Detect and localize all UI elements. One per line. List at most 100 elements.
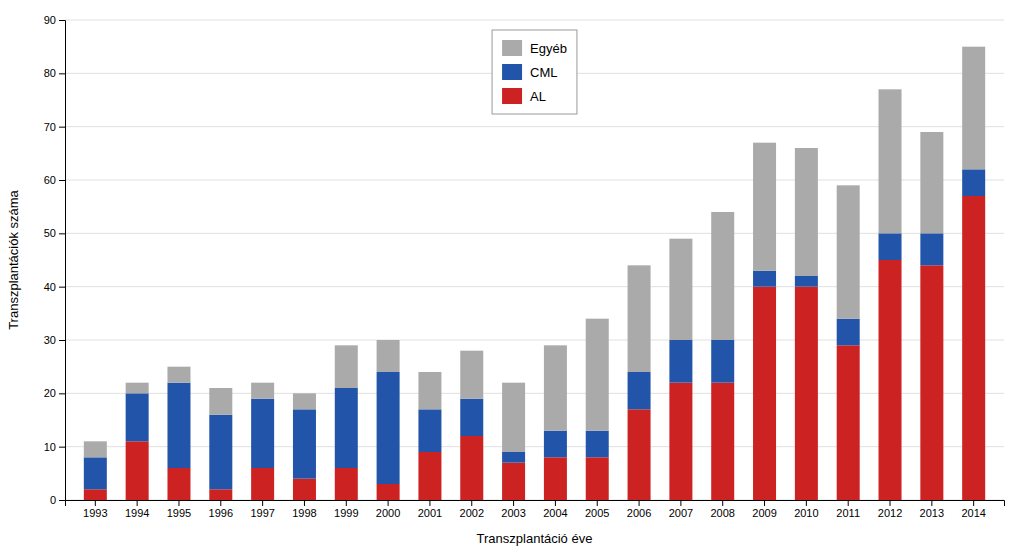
tick-label: 1999 bbox=[334, 507, 358, 519]
grid-line bbox=[65, 20, 1004, 21]
plot: 0102030405060708090199319941995199619971… bbox=[44, 14, 1005, 519]
bar bbox=[711, 383, 734, 500]
tick-mark bbox=[890, 500, 891, 506]
tick-mark bbox=[95, 500, 96, 506]
y-axis: 0102030405060708090 bbox=[44, 14, 66, 506]
bar bbox=[962, 47, 985, 170]
bar bbox=[209, 388, 232, 415]
tick: 2014 bbox=[961, 500, 985, 519]
tick-label: 2004 bbox=[543, 507, 567, 519]
tick-mark bbox=[59, 447, 65, 448]
bar bbox=[167, 367, 190, 383]
bar bbox=[377, 372, 400, 484]
tick: 0 bbox=[50, 494, 65, 506]
tick-mark bbox=[806, 500, 807, 506]
bar bbox=[209, 489, 232, 500]
tick-label: 2002 bbox=[460, 507, 484, 519]
tick-label: 70 bbox=[44, 121, 56, 133]
tick-mark bbox=[59, 127, 65, 128]
grid bbox=[65, 20, 1004, 500]
tick-mark bbox=[59, 393, 65, 394]
tick: 1995 bbox=[167, 500, 191, 519]
tick-mark bbox=[639, 500, 640, 506]
legend-swatch bbox=[502, 64, 522, 80]
tick-label: 2001 bbox=[418, 507, 442, 519]
grid-line bbox=[65, 233, 1004, 234]
tick-label: 2009 bbox=[752, 507, 776, 519]
tick-label: 20 bbox=[44, 387, 56, 399]
bar bbox=[209, 415, 232, 490]
bar bbox=[502, 383, 525, 452]
bar bbox=[502, 463, 525, 500]
bar bbox=[837, 345, 860, 500]
bar bbox=[335, 388, 358, 468]
grid-line bbox=[65, 393, 1004, 394]
tick-mark bbox=[597, 500, 598, 506]
legend-label: AL bbox=[530, 89, 546, 104]
tick-label: 2003 bbox=[501, 507, 525, 519]
tick: 1996 bbox=[209, 500, 233, 519]
tick: 1997 bbox=[250, 500, 274, 519]
bar bbox=[335, 345, 358, 388]
tick-mark bbox=[973, 500, 974, 506]
tick: 20 bbox=[44, 387, 65, 399]
tick-mark bbox=[59, 180, 65, 181]
tick-label: 1995 bbox=[167, 507, 191, 519]
bar bbox=[628, 372, 651, 409]
bar bbox=[126, 441, 149, 500]
grid-line bbox=[65, 180, 1004, 181]
bar bbox=[837, 185, 860, 318]
bar bbox=[502, 452, 525, 463]
tick-label: 10 bbox=[44, 441, 56, 453]
bar bbox=[628, 409, 651, 500]
bar bbox=[544, 457, 567, 500]
bar bbox=[84, 457, 107, 489]
axis-line bbox=[59, 21, 66, 501]
tick-label: 0 bbox=[50, 494, 56, 506]
series bbox=[84, 169, 985, 489]
bar bbox=[586, 431, 609, 458]
bar bbox=[293, 409, 316, 478]
tick-mark bbox=[764, 500, 765, 506]
bar bbox=[460, 351, 483, 399]
tick-mark bbox=[59, 340, 65, 341]
tick-label: 90 bbox=[44, 14, 56, 26]
bar bbox=[544, 431, 567, 458]
tick-label: 2013 bbox=[920, 507, 944, 519]
tick-label: 2008 bbox=[710, 507, 734, 519]
grid-line bbox=[65, 340, 1004, 341]
tick: 2003 bbox=[501, 500, 525, 519]
legend-entry: Egyéb bbox=[502, 40, 567, 56]
tick: 2012 bbox=[878, 500, 902, 519]
tick-mark bbox=[471, 500, 472, 506]
x-axis: 1993199419951996199719981999200020012002… bbox=[66, 500, 1005, 519]
tick-label: 60 bbox=[44, 174, 56, 186]
tick-mark bbox=[680, 500, 681, 506]
tick: 70 bbox=[44, 121, 65, 133]
tick: 60 bbox=[44, 174, 65, 186]
tick-mark bbox=[722, 500, 723, 506]
tick-mark bbox=[59, 500, 65, 501]
tick: 2010 bbox=[794, 500, 818, 519]
bar bbox=[251, 383, 274, 399]
tick-label: 80 bbox=[44, 67, 56, 79]
legend-swatch bbox=[502, 40, 522, 56]
bar bbox=[795, 287, 818, 500]
grid-line bbox=[65, 446, 1004, 447]
axis-line bbox=[66, 501, 1005, 507]
bar bbox=[293, 479, 316, 500]
bar bbox=[251, 399, 274, 468]
bar bbox=[795, 276, 818, 287]
tick-mark bbox=[59, 287, 65, 288]
bar bbox=[418, 452, 441, 500]
tick-label: 2012 bbox=[878, 507, 902, 519]
tick-label: 1993 bbox=[83, 507, 107, 519]
bar bbox=[753, 143, 776, 271]
tick-mark bbox=[388, 500, 389, 506]
bar bbox=[293, 393, 316, 409]
bar bbox=[920, 233, 943, 265]
y-axis-title: Transzplantációk száma bbox=[6, 189, 21, 329]
tick: 30 bbox=[44, 334, 65, 346]
bar bbox=[669, 383, 692, 500]
bar bbox=[837, 319, 860, 346]
